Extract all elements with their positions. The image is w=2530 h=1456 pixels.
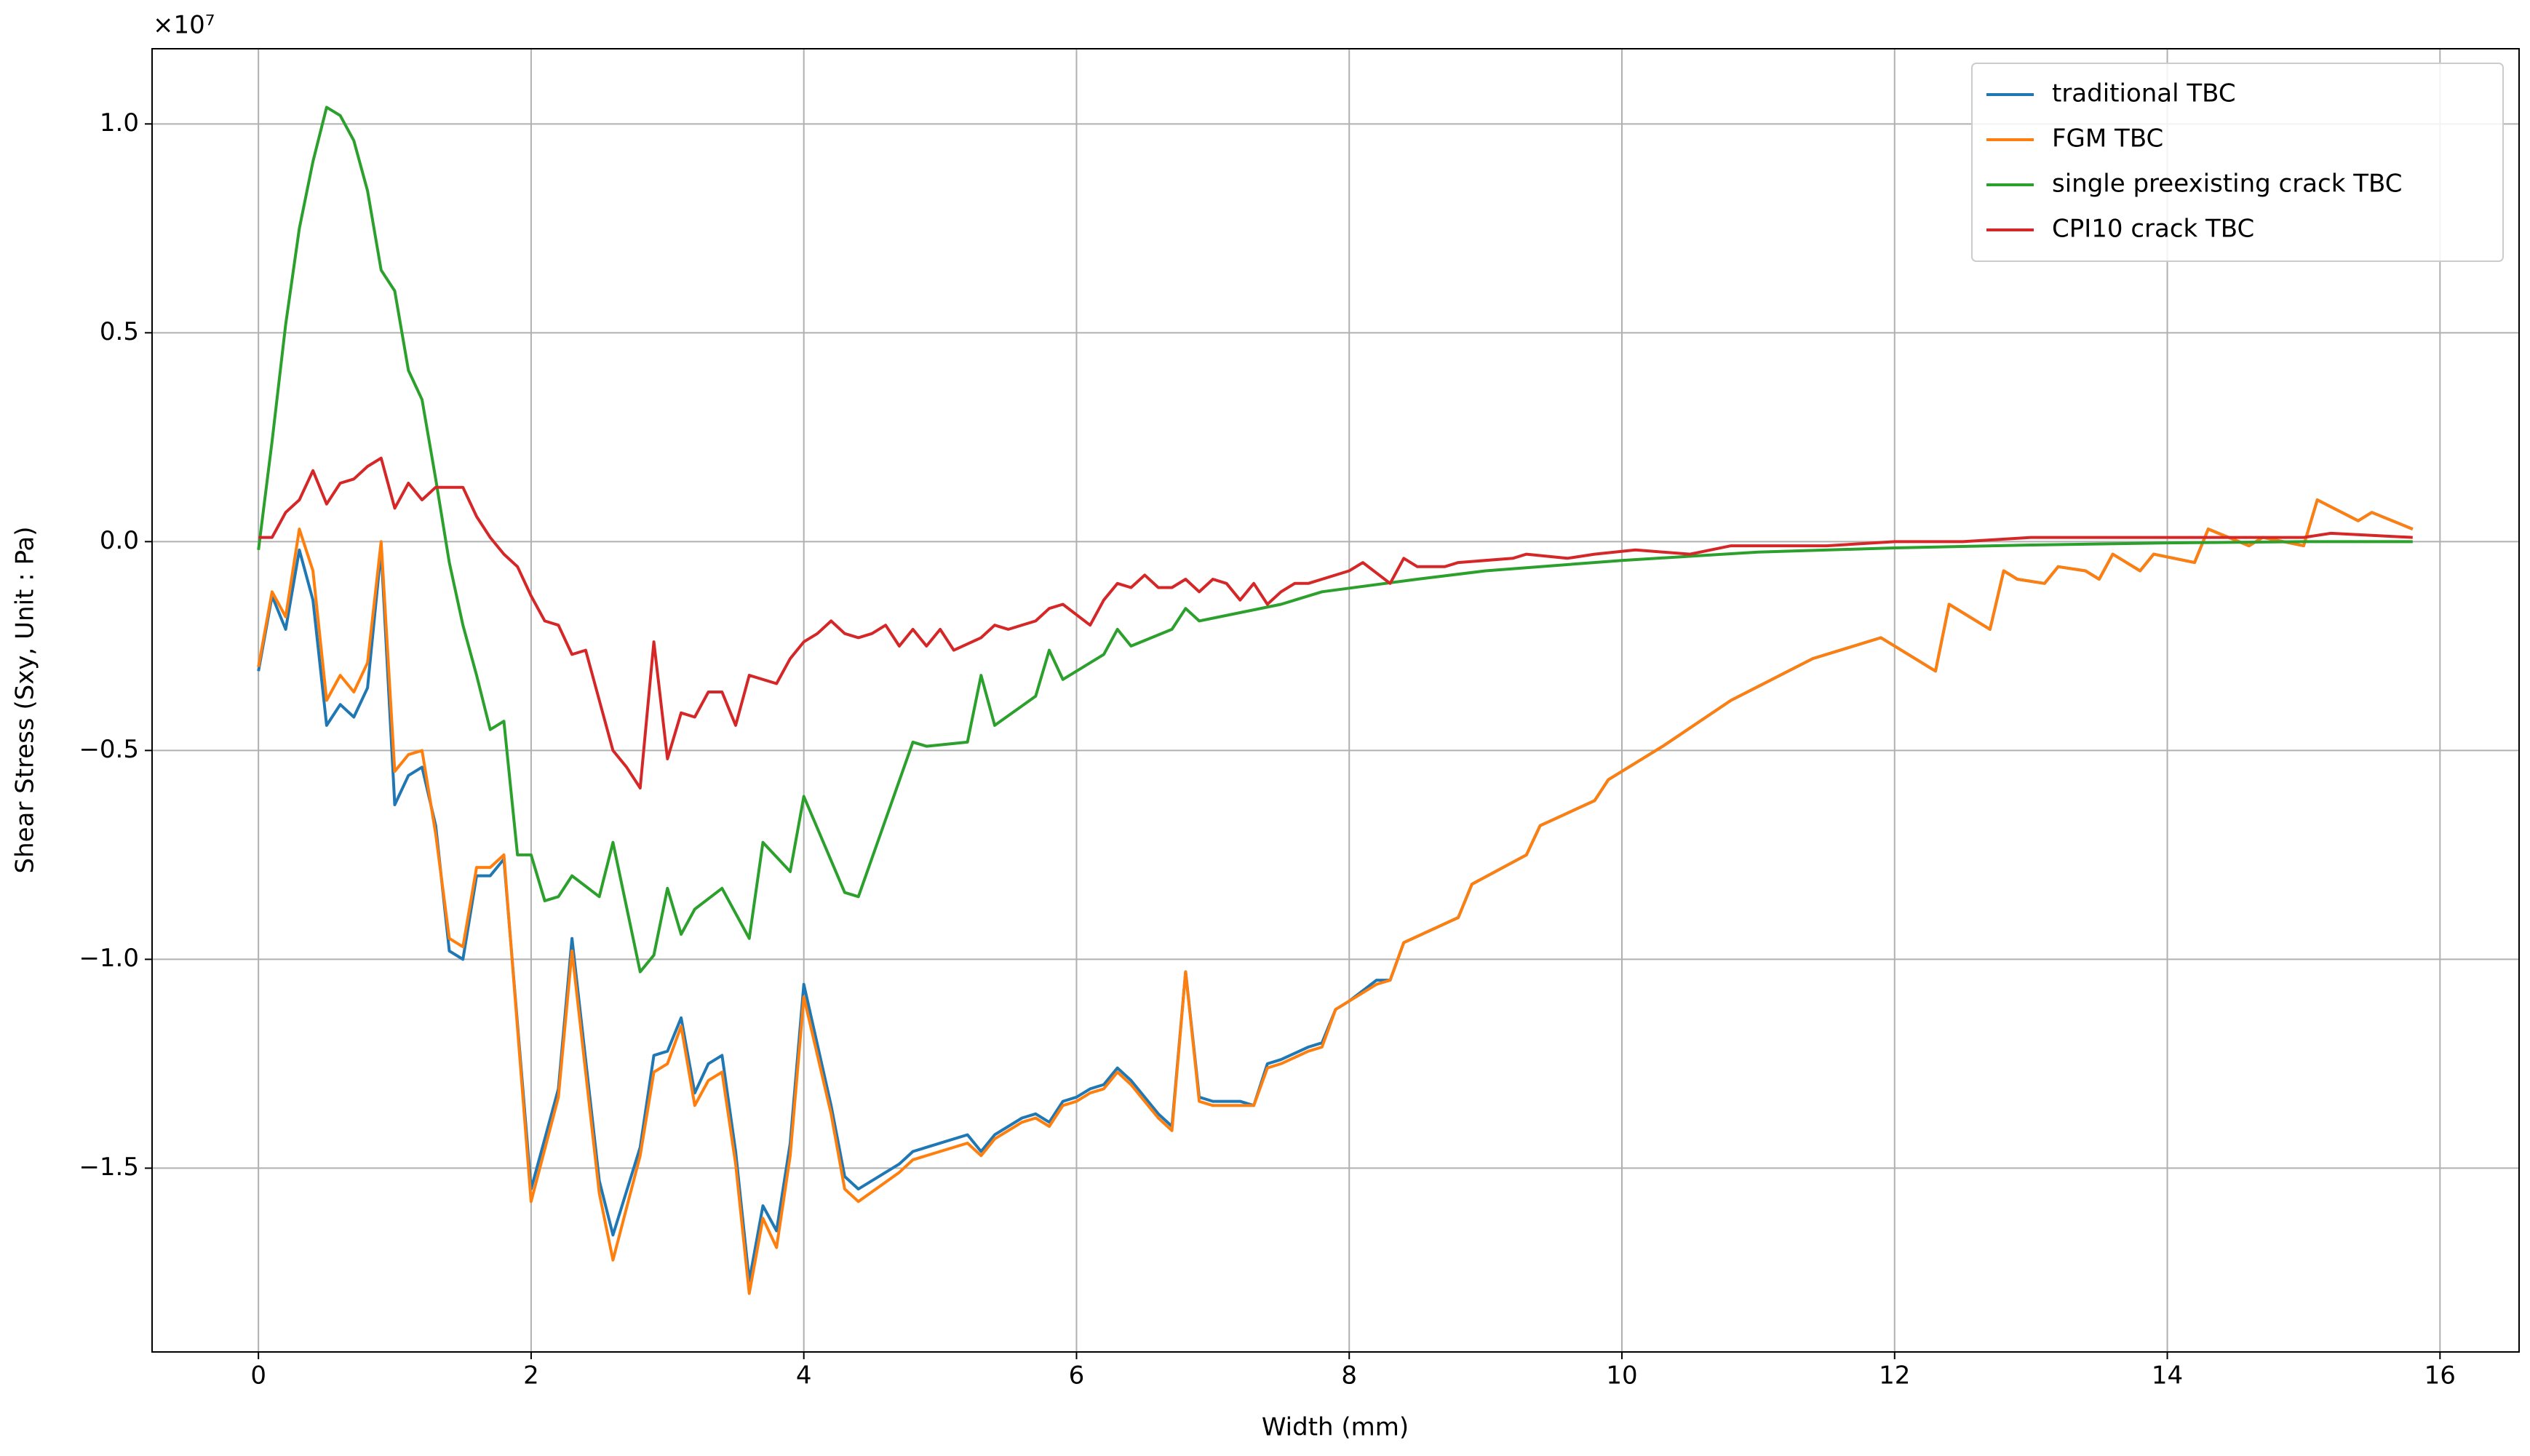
x-tick-label: 8	[1341, 1361, 1357, 1391]
y-tick-label: −1.5	[79, 1153, 139, 1182]
legend-frame	[1971, 63, 2504, 262]
y-tick-label: 1.0	[100, 108, 139, 138]
x-axis-label: Width (mm)	[1262, 1413, 1409, 1442]
y-axis-label: Shear Stress (Sxy, Unit : Pa)	[11, 526, 40, 873]
legend-label: CPI10 crack TBC	[2052, 215, 2254, 244]
series-line	[257, 106, 2413, 974]
x-tick-label: 6	[1069, 1361, 1085, 1391]
x-tick-label: 14	[2152, 1361, 2183, 1391]
x-tick-label: 16	[2424, 1361, 2456, 1391]
y-offset-label: ×10⁷	[153, 11, 215, 40]
y-tick-label: −0.5	[79, 735, 139, 764]
legend-label: traditional TBC	[2052, 79, 2236, 108]
series-line	[258, 456, 2413, 789]
x-tick-label: 4	[796, 1361, 812, 1391]
legend-label: FGM TBC	[2052, 124, 2163, 154]
x-tick-label: 10	[1606, 1361, 1637, 1391]
legend: traditional TBC FGM TBC single preexisting…	[1971, 63, 2504, 262]
legend-label: single preexisting crack TBC	[2052, 170, 2402, 199]
x-tick-label: 0	[250, 1361, 266, 1391]
x-tick-label: 12	[1879, 1361, 1910, 1391]
x-tick-label: 2	[523, 1361, 539, 1391]
series-line	[257, 498, 2414, 1295]
plot-frame	[151, 48, 2520, 1353]
y-tick-label: −1.0	[79, 944, 139, 973]
y-tick-label: 0.0	[100, 526, 139, 555]
y-tick-label: 0.5	[100, 317, 139, 346]
